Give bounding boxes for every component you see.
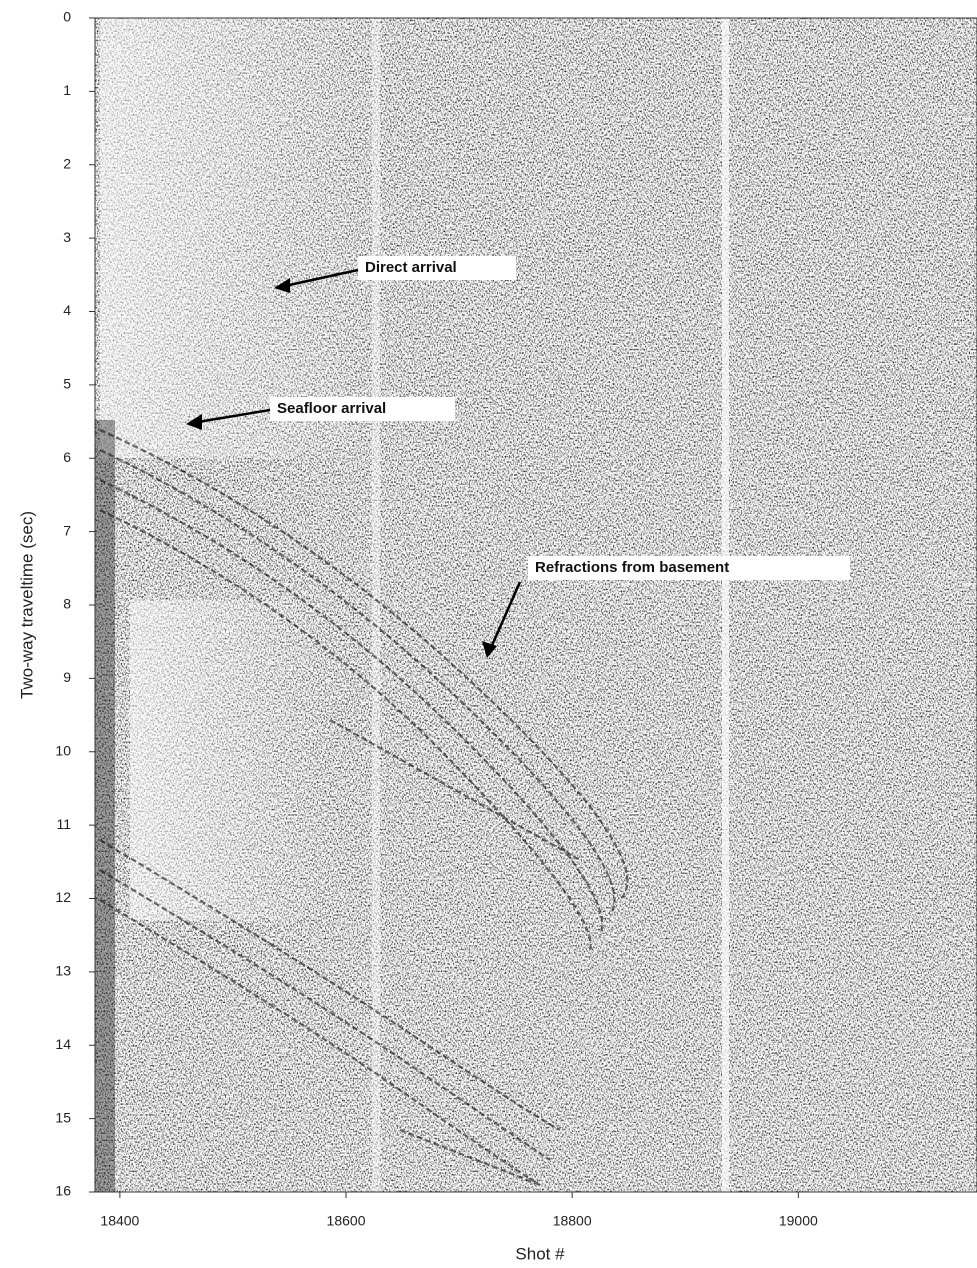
y-axis-label: Two-way traveltime (sec) — [17, 511, 36, 699]
x-tick-label: 18400 — [100, 1213, 139, 1229]
annotation: Seafloor arrival — [277, 400, 386, 417]
x-tick-label: 18600 — [327, 1213, 366, 1229]
y-tick-label: 8 — [63, 596, 71, 612]
y-tick-label: 16 — [55, 1183, 71, 1199]
chart: Direct arrival Seafloor arrival Refracti… — [0, 0, 977, 1268]
seismic-image — [95, 18, 977, 1200]
y-tick-label: 2 — [63, 155, 71, 171]
y-tick-label: 4 — [63, 302, 71, 318]
y-tick-label: 15 — [55, 1109, 71, 1125]
y-tick-label: 1 — [63, 82, 71, 98]
annotation: Refractions from basement — [535, 559, 729, 576]
x-tick-label: 18800 — [553, 1213, 592, 1229]
annotation: Direct arrival — [365, 259, 457, 276]
y-tick-label: 10 — [55, 742, 71, 758]
y-tick-label: 14 — [55, 1036, 71, 1052]
y-tick-label: 3 — [63, 229, 71, 245]
x-axis-label: Shot # — [515, 1244, 565, 1263]
y-tick-label: 12 — [55, 889, 71, 905]
y-tick-label: 13 — [55, 963, 71, 979]
y-tick-label: 0 — [63, 9, 71, 25]
y-tick-label: 9 — [63, 669, 71, 685]
x-tick-label: 19000 — [779, 1213, 818, 1229]
y-tick-label: 5 — [63, 376, 71, 392]
y-tick-label: 7 — [63, 522, 71, 538]
y-tick-label: 6 — [63, 449, 71, 465]
y-tick-label: 11 — [56, 816, 71, 832]
